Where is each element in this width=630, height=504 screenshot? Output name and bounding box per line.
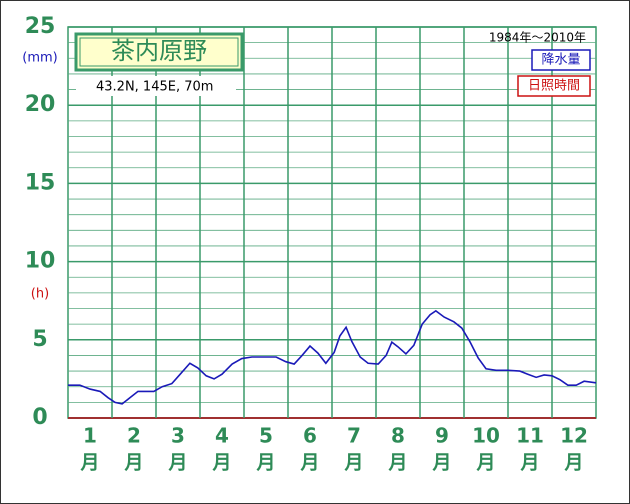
x-unit-label: 月 [211, 452, 231, 474]
legend-box [517, 75, 591, 97]
x-tick-label: 3 [171, 424, 185, 448]
period: 1984年〜2010年 [489, 31, 586, 45]
x-unit-label: 月 [299, 452, 319, 474]
legend-label: 日照時間 [528, 79, 580, 94]
y-unit: (mm) [22, 51, 57, 66]
x-tick-label: 9 [435, 424, 449, 448]
y-tick-label: 5 [32, 327, 47, 352]
legend-label: 降水量 [541, 53, 580, 68]
x-unit-label: 月 [79, 452, 99, 474]
y-tick-label: 15 [25, 170, 56, 195]
x-tick-label: 7 [347, 424, 361, 448]
x-tick-label: 8 [391, 424, 405, 448]
x-tick-label: 11 [516, 424, 544, 448]
x-unit-label: 月 [387, 452, 407, 474]
y-tick-label: 20 [25, 92, 56, 117]
subtitle: 43.2N, 145E, 70m [96, 80, 213, 95]
y-tick-label: 10 [25, 249, 56, 274]
x-tick-label: 12 [560, 424, 588, 448]
y-tick-label: 25 [25, 14, 56, 39]
x-unit-label: 月 [123, 452, 143, 474]
x-tick-label: 4 [215, 424, 229, 448]
x-unit-label: 月 [431, 452, 451, 474]
x-tick-label: 5 [259, 424, 273, 448]
y-tick-label: 0 [32, 405, 47, 430]
x-tick-label: 10 [472, 424, 500, 448]
x-tick-label: 6 [303, 424, 317, 448]
subtitle-bg [76, 76, 236, 96]
title-box [74, 32, 244, 72]
legend-box [531, 49, 591, 71]
chart-title: 茶内原野 [111, 37, 207, 65]
x-unit-label: 月 [563, 452, 583, 474]
title-box-inner [79, 37, 239, 67]
marks [68, 309, 597, 405]
x-tick-label: 2 [127, 424, 141, 448]
y2-unit: (h) [31, 287, 49, 302]
x-unit-label: 月 [255, 452, 275, 474]
x-unit-label: 月 [475, 452, 495, 474]
x-unit-label: 月 [519, 452, 539, 474]
x-tick-label: 1 [83, 424, 97, 448]
x-unit-label: 月 [167, 452, 187, 474]
x-unit-label: 月 [343, 452, 363, 474]
series-line [68, 309, 597, 405]
